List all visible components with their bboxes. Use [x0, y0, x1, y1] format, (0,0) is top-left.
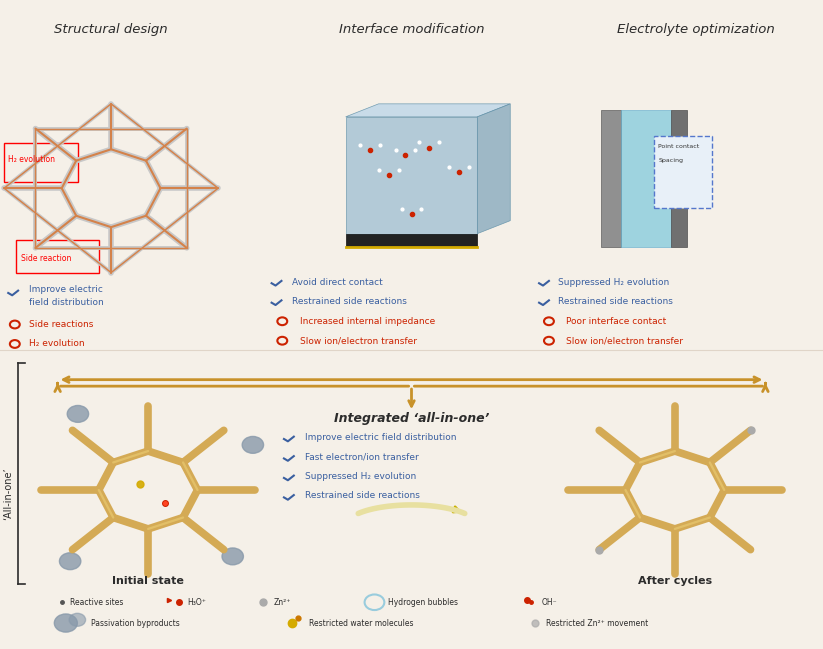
Text: Side reactions: Side reactions [29, 320, 93, 329]
Text: Interface modification: Interface modification [339, 23, 484, 36]
Text: H₂ evolution: H₂ evolution [8, 154, 55, 164]
Text: Increased internal impedance: Increased internal impedance [300, 317, 435, 326]
Text: Suppressed H₂ evolution: Suppressed H₂ evolution [558, 278, 669, 287]
Text: Zn²⁺: Zn²⁺ [273, 598, 291, 607]
Text: Electrolyte optimization: Electrolyte optimization [616, 23, 774, 36]
Text: Reactive sites: Reactive sites [70, 598, 123, 607]
Text: Hydrogen bubbles: Hydrogen bubbles [388, 598, 458, 607]
Text: After cycles: After cycles [638, 576, 712, 586]
Text: Structural design: Structural design [54, 23, 168, 36]
Text: Suppressed H₂ evolution: Suppressed H₂ evolution [305, 472, 416, 481]
Text: ‘All-in-one’: ‘All-in-one’ [3, 467, 13, 520]
Text: H₃O⁺: H₃O⁺ [188, 598, 207, 607]
Text: Poor interface contact: Poor interface contact [566, 317, 667, 326]
Text: Initial state: Initial state [112, 576, 184, 586]
Text: Spacing: Spacing [658, 158, 683, 164]
Text: Passivation byproducts: Passivation byproducts [91, 618, 179, 628]
Circle shape [59, 553, 81, 570]
Text: Improve electric: Improve electric [29, 285, 103, 294]
FancyBboxPatch shape [654, 136, 712, 208]
Polygon shape [346, 104, 510, 117]
Circle shape [242, 436, 263, 453]
Text: Restricted Zn²⁺ movement: Restricted Zn²⁺ movement [546, 618, 648, 628]
Text: Restrained side reactions: Restrained side reactions [558, 297, 673, 306]
Text: Fast electron/ion transfer: Fast electron/ion transfer [305, 452, 418, 461]
Circle shape [67, 406, 89, 422]
Text: Integrated ‘all-in-one’: Integrated ‘all-in-one’ [334, 412, 489, 425]
FancyBboxPatch shape [621, 110, 671, 247]
Text: Restrained side reactions: Restrained side reactions [305, 491, 420, 500]
Text: field distribution: field distribution [29, 298, 104, 307]
Circle shape [69, 613, 86, 626]
FancyBboxPatch shape [671, 110, 687, 247]
Text: Restricted water molecules: Restricted water molecules [309, 618, 413, 628]
Text: Restrained side reactions: Restrained side reactions [292, 297, 407, 306]
Circle shape [222, 548, 244, 565]
Circle shape [54, 614, 77, 632]
Text: Side reaction: Side reaction [21, 254, 71, 263]
Text: Improve electric field distribution: Improve electric field distribution [305, 433, 456, 442]
Text: Point contact: Point contact [658, 144, 700, 149]
Text: Avoid direct contact: Avoid direct contact [292, 278, 383, 287]
FancyBboxPatch shape [346, 117, 477, 234]
Text: Slow ion/electron transfer: Slow ion/electron transfer [566, 336, 683, 345]
Text: Slow ion/electron transfer: Slow ion/electron transfer [300, 336, 417, 345]
Text: OH⁻: OH⁻ [542, 598, 557, 607]
FancyBboxPatch shape [601, 110, 621, 247]
FancyBboxPatch shape [346, 234, 477, 247]
Text: H₂ evolution: H₂ evolution [29, 339, 85, 349]
Polygon shape [477, 104, 510, 234]
